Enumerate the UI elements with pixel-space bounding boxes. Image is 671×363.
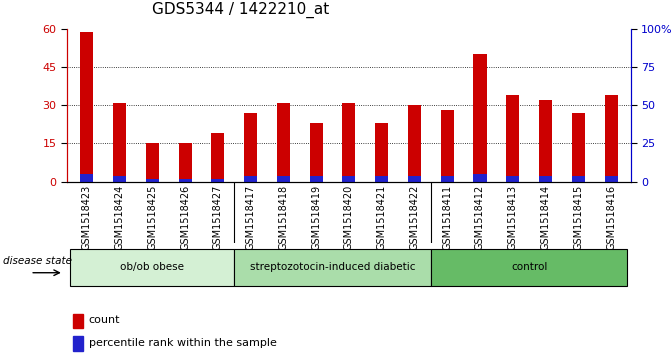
Bar	[178, 179, 192, 182]
Bar	[309, 123, 323, 182]
Bar	[441, 176, 454, 182]
Text: percentile rank within the sample: percentile rank within the sample	[89, 338, 276, 348]
Bar	[211, 179, 224, 182]
Bar	[431, 249, 627, 286]
Bar	[277, 176, 290, 182]
Text: GSM1518426: GSM1518426	[180, 184, 190, 250]
Bar	[146, 179, 159, 182]
Bar	[375, 123, 389, 182]
Text: GSM1518416: GSM1518416	[606, 184, 616, 250]
Bar	[506, 176, 519, 182]
Text: GSM1518414: GSM1518414	[541, 184, 550, 250]
Bar	[605, 95, 617, 182]
Bar	[342, 176, 356, 182]
Text: GSM1518425: GSM1518425	[148, 184, 157, 250]
Bar	[539, 176, 552, 182]
Bar	[309, 176, 323, 182]
Text: GDS5344 / 1422210_at: GDS5344 / 1422210_at	[152, 2, 329, 18]
Text: GSM1518422: GSM1518422	[409, 184, 419, 250]
Text: GSM1518419: GSM1518419	[311, 184, 321, 250]
Bar	[539, 100, 552, 182]
Bar	[244, 176, 257, 182]
Text: GSM1518424: GSM1518424	[115, 184, 125, 250]
Text: GSM1518421: GSM1518421	[376, 184, 386, 250]
Text: GSM1518427: GSM1518427	[213, 184, 223, 250]
Text: GSM1518415: GSM1518415	[573, 184, 583, 250]
Bar	[474, 54, 486, 182]
Text: GSM1518420: GSM1518420	[344, 184, 354, 250]
Bar	[441, 110, 454, 182]
Bar	[178, 143, 192, 182]
Text: ob/ob obese: ob/ob obese	[120, 262, 185, 272]
Text: streptozotocin-induced diabetic: streptozotocin-induced diabetic	[250, 262, 415, 272]
Bar	[277, 103, 290, 182]
Text: count: count	[89, 315, 120, 325]
Bar	[72, 314, 83, 328]
Bar	[572, 176, 585, 182]
Text: GSM1518413: GSM1518413	[508, 184, 518, 250]
Text: GSM1518412: GSM1518412	[475, 184, 485, 250]
Bar	[234, 249, 431, 286]
Bar	[408, 176, 421, 182]
Bar	[72, 337, 83, 351]
Text: GSM1518423: GSM1518423	[82, 184, 92, 250]
Text: GSM1518411: GSM1518411	[442, 184, 452, 250]
Bar	[113, 176, 126, 182]
Bar	[375, 176, 389, 182]
Bar	[146, 143, 159, 182]
Bar	[474, 174, 486, 182]
Bar	[81, 174, 93, 182]
Bar	[572, 113, 585, 182]
Bar	[605, 176, 617, 182]
Bar	[244, 113, 257, 182]
Bar	[70, 249, 234, 286]
Bar	[113, 103, 126, 182]
Bar	[211, 133, 224, 182]
Bar	[81, 32, 93, 182]
Text: disease state: disease state	[3, 256, 72, 266]
Bar	[506, 95, 519, 182]
Bar	[342, 103, 356, 182]
Text: GSM1518417: GSM1518417	[246, 184, 256, 250]
Text: control: control	[511, 262, 548, 272]
Bar	[408, 105, 421, 182]
Text: GSM1518418: GSM1518418	[278, 184, 289, 250]
